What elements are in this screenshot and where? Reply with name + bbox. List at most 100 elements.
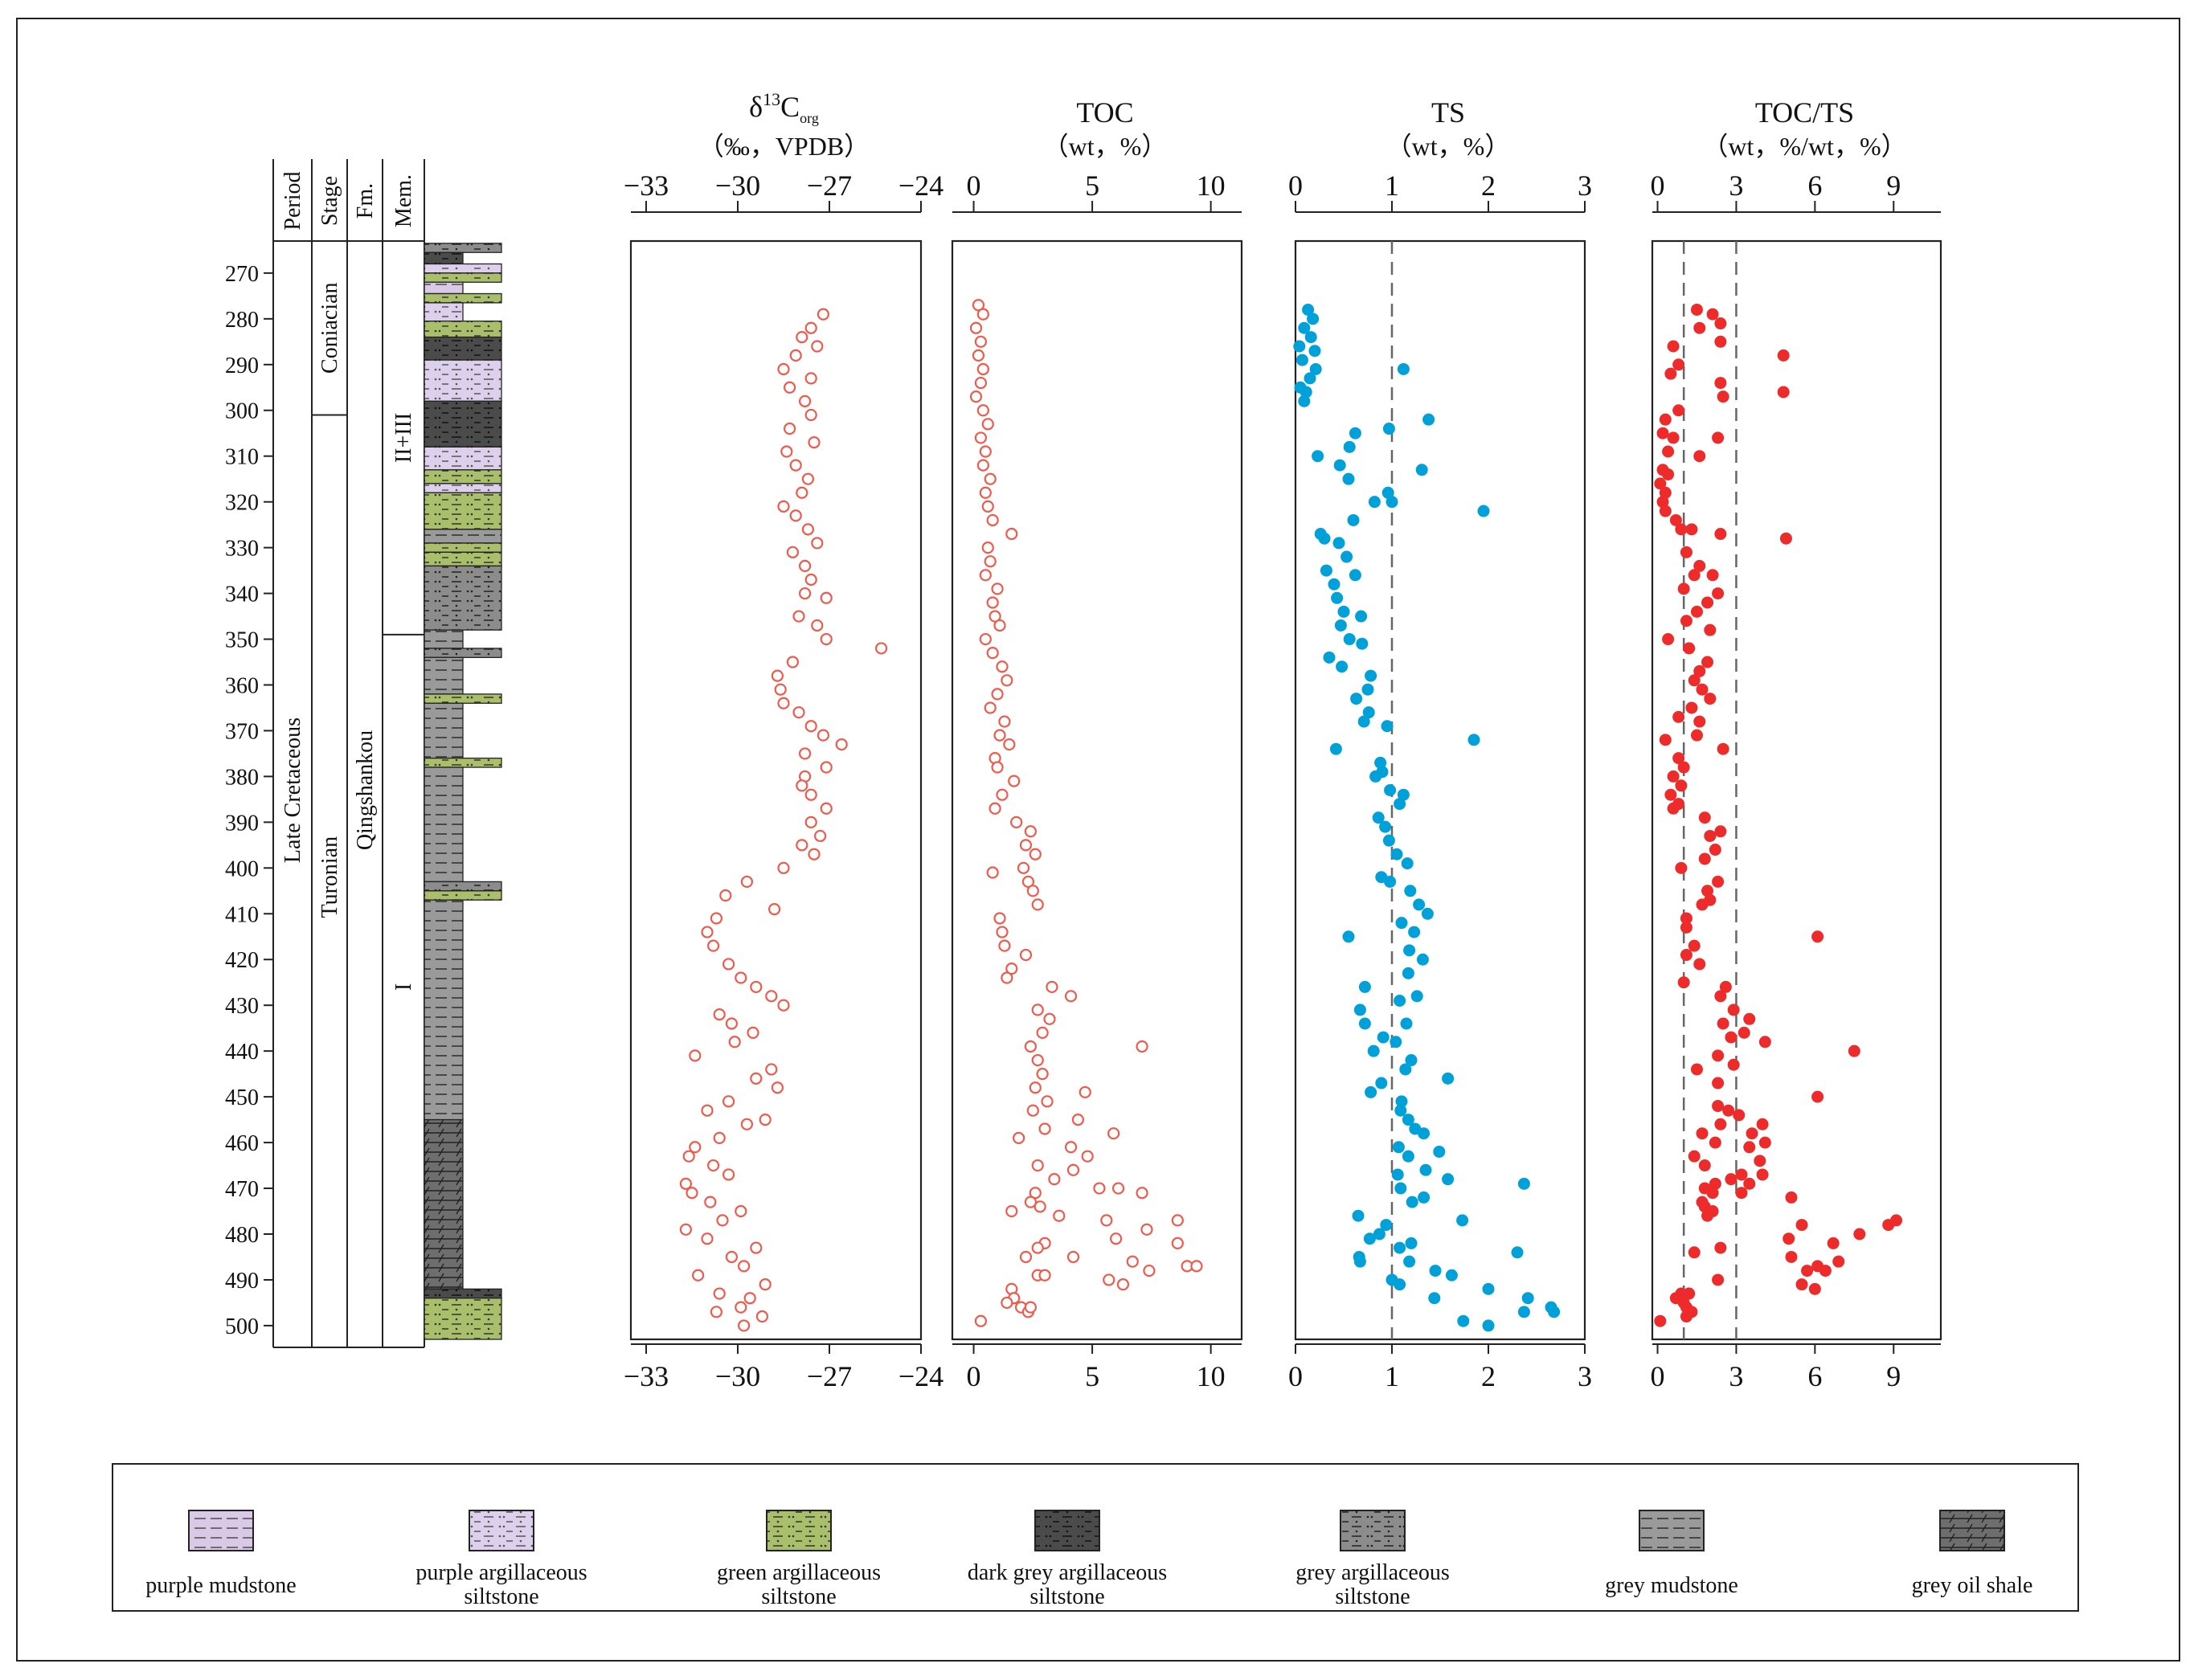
data-point-toc_ts xyxy=(1688,939,1701,952)
data-point-d13c xyxy=(804,788,817,801)
data-point-toc_ts xyxy=(1667,340,1680,353)
data-point-toc xyxy=(996,926,1009,938)
data-point-ts xyxy=(1394,1182,1407,1195)
depth-tick-label: 470 xyxy=(225,1177,259,1202)
data-point-toc xyxy=(1026,1104,1039,1117)
data-point-toc xyxy=(1005,963,1018,975)
data-point-ts xyxy=(1394,1241,1406,1254)
lithology-layer-grey_silt xyxy=(424,565,502,631)
data-point-toc xyxy=(1110,1232,1123,1245)
data-point-toc xyxy=(1136,1187,1148,1200)
data-point-toc_ts xyxy=(1688,569,1701,582)
data-point-toc xyxy=(1008,775,1021,787)
panel-title-ts: TS xyxy=(1431,96,1465,129)
data-point-toc xyxy=(991,582,1004,595)
data-point-d13c xyxy=(798,747,812,760)
data-point-toc_ts xyxy=(1704,829,1717,842)
data-point-ts xyxy=(1413,898,1426,911)
data-point-toc xyxy=(1031,1053,1044,1067)
data-point-toc xyxy=(993,729,1006,742)
data-point-toc_ts xyxy=(1714,335,1727,348)
bottom-tick-label: 10 xyxy=(1197,1360,1226,1392)
data-point-toc_ts xyxy=(1680,921,1693,934)
data-point-d13c xyxy=(767,902,781,916)
bottom-tick-label: 3 xyxy=(1578,1360,1592,1392)
depth-tick-label: 430 xyxy=(225,994,259,1019)
data-point-toc_ts xyxy=(1783,1232,1795,1245)
bottom-tick-label: 9 xyxy=(1886,1360,1901,1392)
depth-tick-label: 290 xyxy=(225,354,259,378)
data-point-toc xyxy=(1031,898,1044,911)
top-tick-label: 0 xyxy=(1651,170,1665,202)
data-point-d13c xyxy=(710,912,723,925)
data-point-toc xyxy=(1066,1163,1080,1176)
data-point-d13c xyxy=(820,591,833,604)
data-point-d13c xyxy=(750,980,763,994)
data-point-d13c xyxy=(780,445,793,458)
bottom-tick-label: 5 xyxy=(1085,1360,1099,1392)
data-point-ts xyxy=(1390,1036,1402,1048)
data-point-d13c xyxy=(735,1301,747,1314)
data-point-toc_ts xyxy=(1706,569,1719,582)
top-tick-label: 0 xyxy=(1288,170,1303,202)
data-point-d13c xyxy=(817,308,830,321)
top-tick-label: 5 xyxy=(1085,170,1099,202)
data-point-toc xyxy=(1136,1040,1148,1053)
data-point-ts xyxy=(1445,1269,1458,1281)
data-point-ts xyxy=(1349,427,1361,439)
data-point-ts xyxy=(1329,742,1342,755)
data-point-toc xyxy=(974,1314,988,1327)
data-point-toc_ts xyxy=(1709,1136,1721,1149)
data-point-d13c xyxy=(710,1306,723,1318)
data-point-ts xyxy=(1397,362,1410,375)
data-point-toc_ts xyxy=(1882,1219,1895,1232)
data-point-toc xyxy=(1111,1182,1125,1195)
lithology-layer-oil_shale xyxy=(424,1118,464,1290)
legend-label-grey_silt: grey argillaceous siltstone xyxy=(1295,1560,1450,1609)
top-tick-label: 6 xyxy=(1807,170,1822,202)
data-point-toc_ts xyxy=(1853,1228,1866,1241)
legend-label-purple_mud: purple mudstone xyxy=(145,1573,296,1598)
panel-frame-toc_ts xyxy=(1651,239,1942,1341)
bottom-tick-label: 3 xyxy=(1729,1360,1743,1392)
data-point-toc xyxy=(1064,1141,1078,1154)
data-point-ts xyxy=(1332,537,1345,550)
data-point-toc_ts xyxy=(1735,1168,1748,1181)
data-point-toc_ts xyxy=(1654,1314,1667,1327)
data-point-d13c xyxy=(796,486,808,499)
data-point-d13c xyxy=(735,1204,747,1218)
data-point-toc_ts xyxy=(1785,1191,1798,1204)
legend-label-dark_grey_silt: dark grey argillaceous siltstone xyxy=(968,1560,1167,1609)
data-point-d13c xyxy=(701,1232,714,1245)
data-point-ts xyxy=(1312,450,1324,463)
data-point-toc_ts xyxy=(1719,980,1732,993)
data-point-ts xyxy=(1372,811,1385,824)
data-point-toc xyxy=(1031,1004,1044,1016)
data-point-toc_ts xyxy=(1758,1036,1771,1048)
data-point-toc_ts xyxy=(1693,450,1706,463)
top-tick-label: 2 xyxy=(1481,170,1496,202)
depth-tick-label: 320 xyxy=(225,491,259,516)
data-point-d13c xyxy=(804,372,817,385)
panel-ts: 0 0 1 1 2 2 3 3 TS （wt，%） xyxy=(1288,96,1592,1392)
data-point-d13c xyxy=(682,1150,695,1163)
data-point-ts xyxy=(1410,990,1423,1003)
data-point-d13c xyxy=(691,1269,705,1281)
data-point-toc_ts xyxy=(1709,844,1721,856)
bottom-tick-label: 0 xyxy=(1288,1360,1303,1392)
data-point-toc xyxy=(1171,1236,1184,1249)
data-point-ts xyxy=(1336,660,1349,673)
data-point-toc_ts xyxy=(1662,633,1675,646)
lithology-layer-green_silt xyxy=(424,693,502,704)
data-point-toc_ts xyxy=(1709,1177,1721,1190)
figure-frame xyxy=(16,18,2180,1662)
data-point-toc_ts xyxy=(1672,404,1685,417)
data-point-ts xyxy=(1521,1292,1534,1305)
lithology-layer-green_silt xyxy=(424,272,502,283)
data-point-toc_ts xyxy=(1696,1127,1709,1140)
data-point-toc_ts xyxy=(1701,1209,1714,1222)
legend-swatch-purple_mud xyxy=(188,1510,254,1551)
data-point-toc xyxy=(1081,1150,1094,1163)
data-point-toc xyxy=(1171,1214,1184,1227)
